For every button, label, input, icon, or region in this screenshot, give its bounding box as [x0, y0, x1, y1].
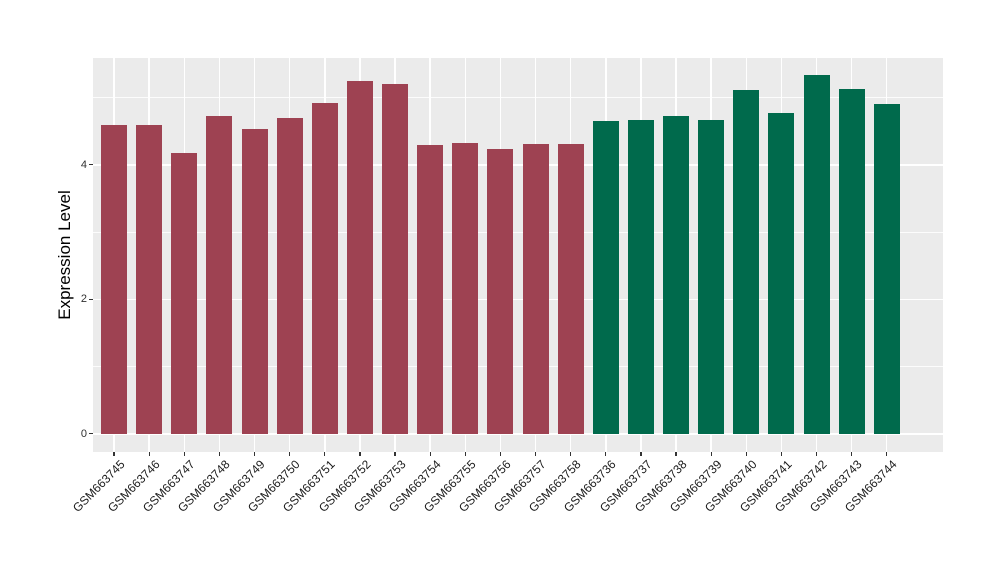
bar-GSM663743 — [838, 88, 865, 434]
x-tick-mark-GSM663757 — [534, 452, 537, 456]
bar-GSM663737 — [627, 119, 654, 434]
bar-GSM663747 — [171, 152, 198, 434]
bar-GSM663750 — [276, 117, 303, 434]
bar-GSM663755 — [452, 143, 479, 434]
plot-panel — [93, 58, 943, 452]
x-tick-mark-GSM663737 — [640, 452, 642, 456]
x-tick-mark-GSM663755 — [464, 452, 466, 456]
gridline-minor-y1 — [93, 366, 943, 368]
x-tick-mark-GSM663746 — [148, 452, 150, 456]
bar-GSM663749 — [241, 129, 268, 434]
gridline-minor-y5 — [93, 97, 943, 99]
x-tick-mark-GSM663739 — [710, 452, 712, 456]
bar-GSM663746 — [136, 125, 163, 434]
bar-GSM663748 — [206, 115, 233, 434]
gridline-major-y2 — [93, 298, 943, 301]
y-tick-label-2: 2 — [80, 293, 87, 306]
gridline-major-y0 — [93, 433, 943, 435]
y-tick-label-0: 0 — [80, 427, 87, 440]
y-tick-mark-4 — [89, 164, 93, 166]
x-tick-mark-GSM663756 — [499, 452, 502, 456]
y-tick-label-4: 4 — [80, 158, 87, 171]
x-tick-mark-GSM663752 — [359, 452, 361, 456]
gridline-minor-y3 — [93, 231, 943, 233]
x-tick-mark-GSM663741 — [780, 452, 783, 456]
x-tick-mark-GSM663754 — [429, 452, 431, 456]
gridline-major-y4 — [93, 164, 943, 166]
x-tick-mark-GSM663738 — [675, 452, 677, 456]
bar-GSM663752 — [346, 80, 373, 434]
bar-GSM663756 — [487, 148, 514, 434]
x-tick-mark-GSM663740 — [745, 452, 747, 456]
x-tick-mark-GSM663736 — [605, 452, 607, 456]
bar-GSM663751 — [311, 103, 338, 434]
bar-GSM663745 — [101, 124, 128, 434]
x-tick-mark-GSM663747 — [183, 452, 185, 456]
x-tick-mark-GSM663742 — [815, 452, 818, 456]
y-tick-mark-0 — [89, 433, 93, 435]
x-tick-mark-GSM663743 — [851, 452, 853, 456]
bar-GSM663741 — [768, 113, 795, 434]
bar-GSM663753 — [382, 83, 409, 434]
x-tick-mark-GSM663748 — [218, 452, 221, 456]
x-tick-mark-GSM663744 — [886, 452, 888, 456]
bar-GSM663757 — [522, 144, 549, 434]
bar-GSM663758 — [557, 144, 584, 434]
bar-GSM663754 — [417, 144, 444, 434]
bar-GSM663736 — [592, 120, 619, 434]
bar-GSM663739 — [698, 119, 725, 434]
x-tick-mark-GSM663751 — [324, 452, 326, 456]
bar-GSM663742 — [803, 74, 830, 434]
bar-GSM663738 — [663, 115, 690, 434]
bar-GSM663744 — [873, 103, 900, 434]
x-tick-mark-GSM663750 — [289, 452, 291, 456]
x-tick-mark-GSM663758 — [570, 452, 572, 456]
x-tick-mark-GSM663753 — [394, 452, 396, 456]
x-tick-mark-GSM663745 — [113, 452, 115, 456]
x-tick-mark-GSM663749 — [253, 452, 256, 456]
y-tick-mark-2 — [89, 298, 93, 300]
bar-GSM663740 — [733, 90, 760, 434]
